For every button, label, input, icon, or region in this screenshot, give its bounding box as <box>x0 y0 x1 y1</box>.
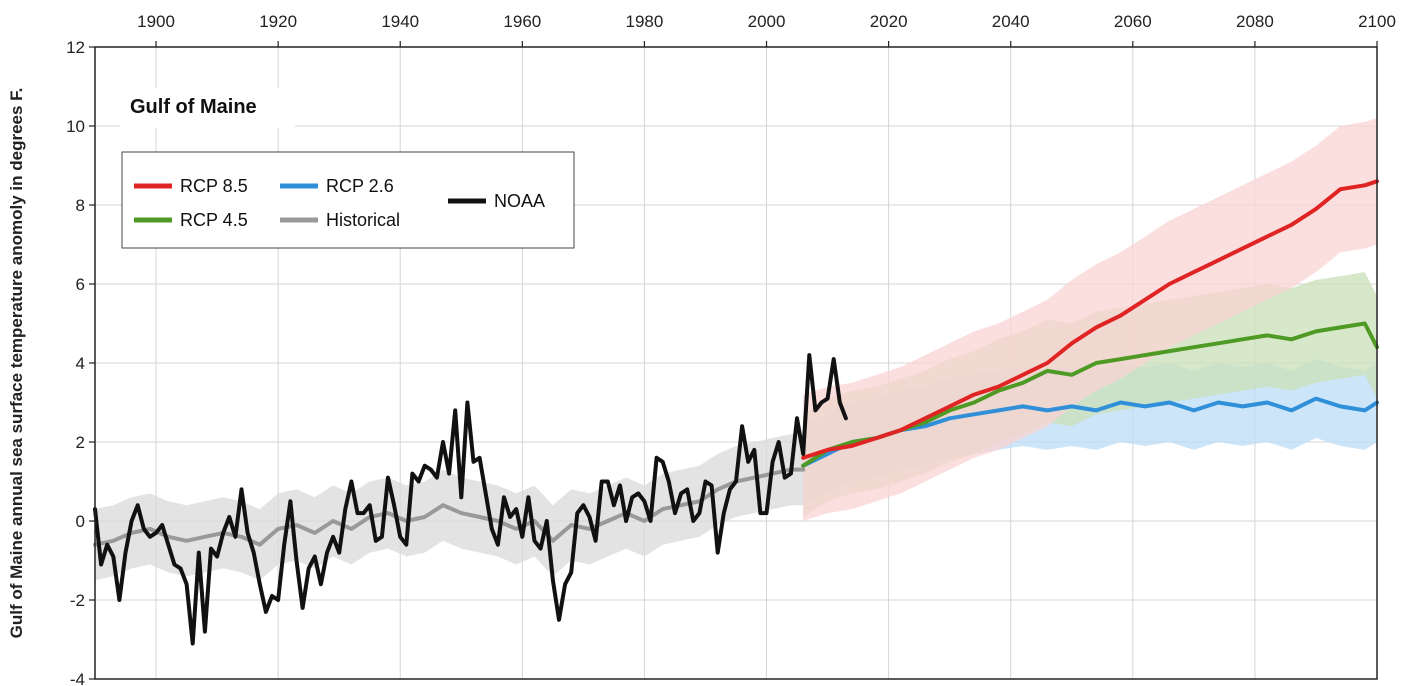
y-tick-label--4: -4 <box>70 670 85 686</box>
x-tick-label-2020: 2020 <box>870 12 908 31</box>
y-tick-label-0: 0 <box>76 512 85 531</box>
x-tick-label-1940: 1940 <box>381 12 419 31</box>
y-tick-label--2: -2 <box>70 591 85 610</box>
legend-box <box>121 151 575 249</box>
series-line-rcp-8-5 <box>801 179 1379 460</box>
y-tick-labels: -4 -2 0 2 4 6 8 10 12 <box>66 38 95 686</box>
x-tick-label-2100: 2100 <box>1358 12 1396 31</box>
title-background <box>120 88 295 128</box>
y-axis-label: Gulf of Maine annual sea surface tempera… <box>7 88 26 639</box>
x-tick-label-1900: 1900 <box>137 12 175 31</box>
x-tick-label-1960: 1960 <box>503 12 541 31</box>
x-tick-label-2040: 2040 <box>992 12 1030 31</box>
series-lines <box>93 179 1379 646</box>
y-tick-label-2: 2 <box>76 433 85 452</box>
x-tick-label-1980: 1980 <box>626 12 664 31</box>
x-tick-label-1920: 1920 <box>259 12 297 31</box>
y-tick-label-12: 12 <box>66 38 85 57</box>
x-tick-label-2000: 2000 <box>748 12 786 31</box>
y-tick-label-10: 10 <box>66 117 85 136</box>
y-tick-label-8: 8 <box>76 196 85 215</box>
series-line-noaa <box>93 353 848 646</box>
legend: RCP 8.5 RCP 2.6 NOAA RCP 4.5 Historical <box>121 151 575 249</box>
legend-label-historical: Historical <box>326 210 400 230</box>
legend-label-rcp26: RCP 2.6 <box>326 176 394 196</box>
chart-title: Gulf of Maine <box>130 96 257 118</box>
legend-label-noaa: NOAA <box>494 191 545 211</box>
y-tick-label-6: 6 <box>76 275 85 294</box>
x-tick-labels: 1900 1920 1940 1960 1980 2000 2020 2040 2060 2080… <box>137 12 1396 47</box>
x-tick-label-2080: 2080 <box>1236 12 1274 31</box>
legend-label-rcp45: RCP 4.5 <box>180 210 248 230</box>
x-tick-label-2060: 2060 <box>1114 12 1152 31</box>
y-tick-label-4: 4 <box>76 354 85 373</box>
legend-label-rcp85: RCP 8.5 <box>180 176 248 196</box>
